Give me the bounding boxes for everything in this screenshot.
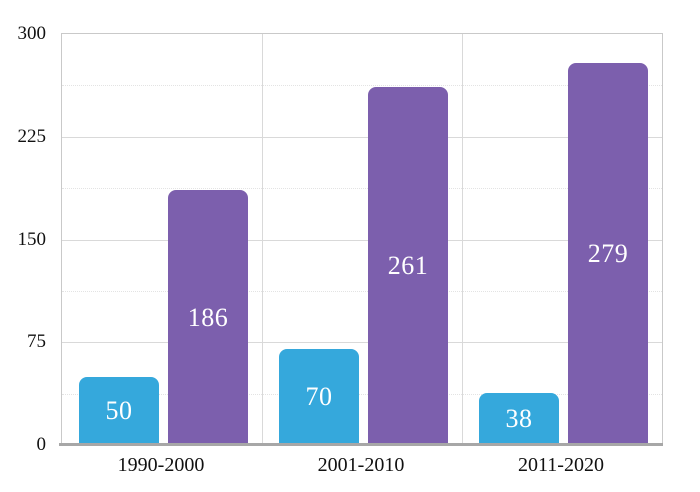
bar-value-label: 38 [505, 403, 533, 433]
y-axis-tick-labels: 0 75 150 225 300 [0, 0, 52, 492]
plot-area: 50 186 70 261 38 279 [61, 33, 663, 445]
major-gridline [62, 342, 662, 344]
minor-gridline [62, 290, 662, 292]
y-tick-label: 300 [17, 23, 47, 44]
major-gridline [62, 239, 662, 241]
bar-value-label: 70 [305, 382, 333, 412]
bar-purple-2001-2010: 261 [368, 87, 448, 445]
y-tick-label: 150 [17, 228, 47, 250]
bar-value-label: 50 [105, 395, 133, 425]
minor-gridline [62, 188, 662, 190]
bar-blue-2011-2020: 38 [479, 392, 559, 445]
x-category-label: 2001-2010 [317, 454, 405, 476]
bar-value-label: 261 [387, 251, 429, 281]
bar-purple-2011-2020: 279 [568, 62, 648, 445]
major-gridline [62, 136, 662, 138]
bar-value-label: 279 [587, 238, 629, 268]
y-tick-label: 225 [17, 125, 47, 147]
minor-gridline [62, 393, 662, 395]
category-separator-line [262, 34, 263, 445]
x-axis-baseline [59, 443, 663, 446]
bar-value-label: 186 [187, 302, 229, 332]
x-category-label: 1990-2000 [117, 454, 205, 476]
category-separator-line [462, 34, 463, 445]
bar-blue-2001-2010: 70 [279, 349, 359, 445]
minor-gridline [62, 85, 662, 87]
y-tick-label: 0 [36, 434, 47, 455]
bar-purple-1990-2000: 186 [168, 190, 248, 445]
x-category-label: 2011-2020 [518, 454, 604, 476]
bar-blue-1990-2000: 50 [79, 376, 159, 445]
y-tick-label: 75 [27, 331, 46, 353]
